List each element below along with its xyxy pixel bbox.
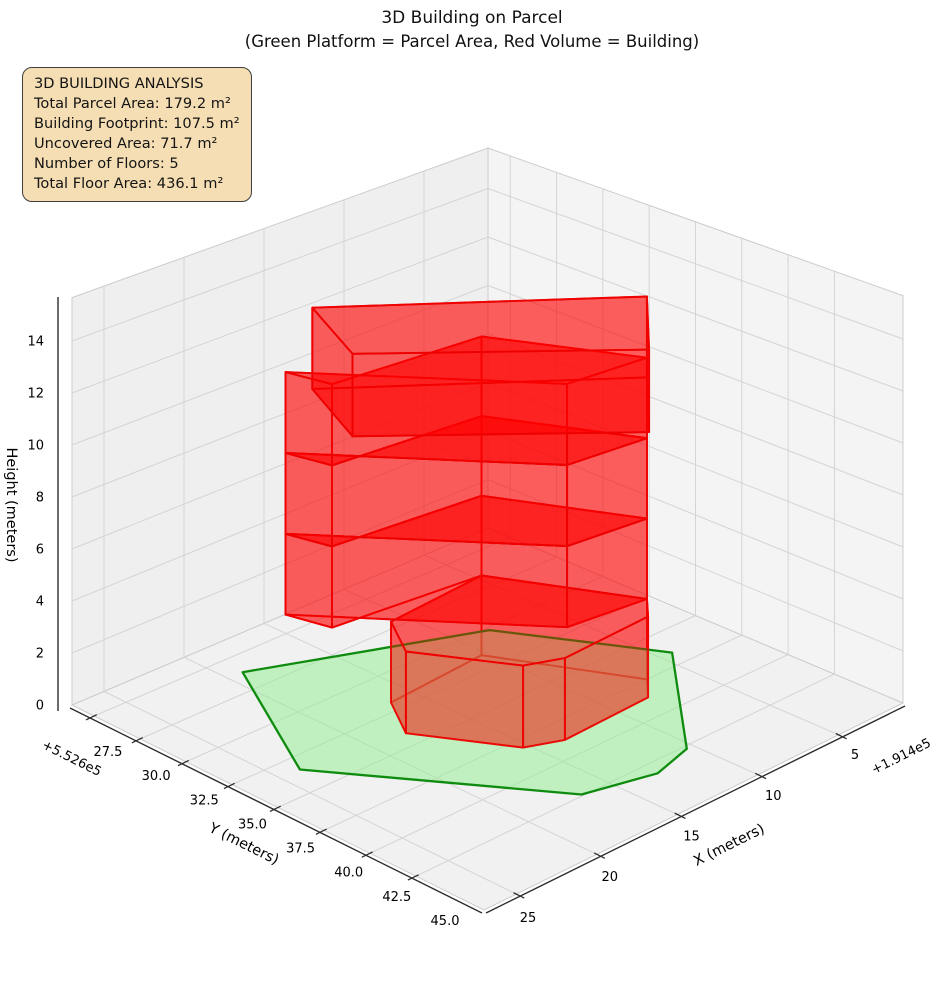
y-tick-mark — [223, 782, 236, 790]
grid-line-z-left — [71, 236, 489, 394]
grid-line-z-left — [71, 382, 489, 550]
y-tick-label: 40.0 — [334, 866, 363, 881]
x-tick-label: 15 — [683, 830, 700, 845]
y-tick-label: 27.5 — [94, 745, 123, 760]
building-floor5-top — [311, 295, 651, 355]
grid-line-z-right — [487, 285, 904, 444]
analysis-line-uncovered: Uncovered Area: 71.7 m² — [34, 135, 218, 152]
z-axis-label: Height (meters) — [3, 447, 19, 562]
analysis-box-title: 3D BUILDING ANALYSIS — [34, 75, 204, 92]
x-axis-offset-text: +1.914e5 — [869, 736, 933, 778]
y-tick-mark — [269, 805, 281, 813]
grid-line-y-bottom — [93, 536, 511, 717]
y-tick-mark — [361, 851, 373, 858]
y-tick-mark — [131, 736, 144, 744]
chart-title-line2: (Green Platform = Parcel Area, Red Volum… — [244, 32, 700, 51]
grid-line-z-right — [487, 430, 904, 600]
building-floor3-wall — [284, 452, 333, 548]
x-tick-mark — [754, 772, 767, 780]
chart-title: 3D Building on Parcel (Green Platform = … — [0, 7, 944, 53]
x-axis-label: X (meters) — [691, 821, 767, 869]
x-tick-label: 10 — [765, 789, 782, 804]
chart-title-line1: 3D Building on Parcel — [381, 8, 563, 28]
x-tick-mark — [835, 732, 847, 740]
y-tick-mark — [177, 759, 190, 767]
analysis-line-footprint: Building Footprint: 107.5 m² — [34, 115, 240, 132]
building-floor1-wall — [522, 657, 566, 749]
z-tick-label: 4 — [36, 595, 44, 610]
grid-line-z-left — [71, 188, 489, 342]
grid-line-y-bottom — [139, 556, 557, 740]
x-tick-mark — [593, 852, 606, 859]
grid-line-z-left — [71, 333, 489, 498]
grid-line-z-left — [71, 479, 489, 654]
z-tick-label: 8 — [36, 491, 44, 506]
grid-line-z-right — [487, 188, 904, 340]
x-tick-label: 25 — [520, 911, 537, 926]
x-tick-mark — [513, 892, 525, 899]
x-tick-mark — [674, 812, 686, 820]
z-tick-label: 14 — [27, 335, 44, 350]
y-tick-label: 37.5 — [286, 842, 315, 857]
grid-line-z-right — [487, 382, 904, 548]
z-tick-label: 2 — [36, 647, 44, 662]
grid-line-z-right — [487, 479, 904, 652]
x-tick-label: 20 — [601, 870, 618, 885]
grid-line-z-right — [487, 333, 904, 496]
y-tick-mark — [407, 874, 419, 881]
building-floor2-wall — [284, 532, 333, 629]
y-tick-mark — [85, 714, 98, 721]
z-tick-label: 10 — [27, 439, 44, 454]
analysis-line-parcel-area: Total Parcel Area: 179.2 m² — [34, 95, 231, 112]
z-tick-label: 6 — [36, 543, 44, 558]
y-tick-mark — [315, 828, 327, 835]
y-tick-label: 35.0 — [238, 817, 267, 832]
x-tick-label: 5 — [851, 748, 859, 763]
y-tick-label: 30.0 — [142, 769, 171, 784]
building-floor1-wall — [404, 650, 525, 749]
y-tick-label: 45.0 — [431, 914, 460, 929]
analysis-line-floors: Number of Floors: 5 — [34, 155, 179, 172]
z-tick-label: 0 — [36, 699, 44, 714]
y-tick-label: 32.5 — [190, 793, 219, 808]
grid-line-z-right — [487, 236, 904, 392]
x-axis-spine — [485, 705, 906, 914]
building-floor4-wall — [284, 371, 333, 467]
z-tick-label: 12 — [27, 387, 44, 402]
grid-line-z-left — [71, 285, 489, 446]
analysis-line-floor-area: Total Floor Area: 436.1 m² — [34, 175, 224, 192]
parcel-face — [241, 628, 688, 796]
y-axis-spine — [69, 707, 483, 914]
y-tick-label: 42.5 — [382, 890, 411, 905]
building-floor5-wall — [351, 348, 651, 438]
analysis-box: 3D BUILDING ANALYSIS Total Parcel Area: … — [22, 67, 252, 202]
